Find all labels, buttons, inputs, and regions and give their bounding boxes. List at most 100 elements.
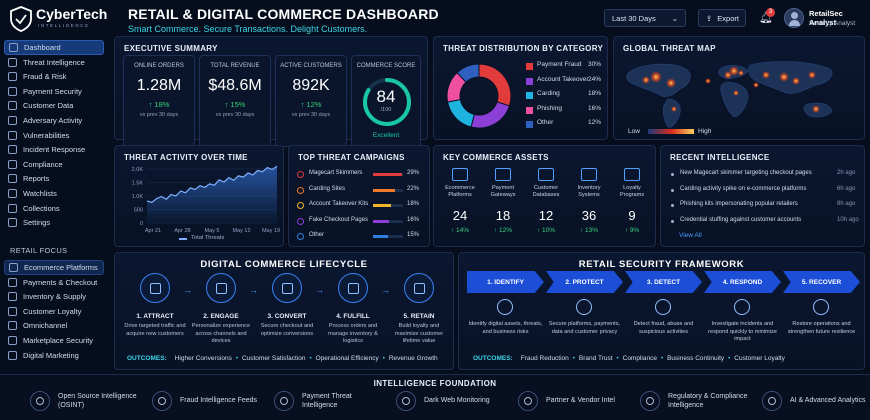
separator-icon: • bbox=[660, 356, 664, 362]
sidebar-item-dashboard[interactable]: Dashboard bbox=[4, 40, 104, 55]
campaign-icon bbox=[297, 202, 304, 209]
chevron-down-icon: ⌄ bbox=[671, 13, 678, 23]
sidebar-item-adversary-activity[interactable]: Adversary Activity bbox=[4, 113, 104, 128]
separator-icon: • bbox=[572, 356, 575, 362]
panel-title: THREAT ACTIVITY OVER TIME bbox=[124, 153, 248, 162]
sidebar-item-payment-security[interactable]: Payment Security bbox=[4, 84, 104, 99]
threat-hotspot bbox=[762, 71, 770, 79]
score-label: COMMERCE SCORE bbox=[356, 63, 416, 69]
campaign-label: Account Takeover Kits bbox=[309, 201, 369, 207]
donut-slice-account-takeover bbox=[470, 101, 511, 129]
step-glyph bbox=[149, 282, 161, 294]
step-desc: Detect fraud, abuse and suspicious activ… bbox=[633, 321, 694, 335]
sidebar-item-label: Collections bbox=[23, 203, 60, 213]
foundation-label: Dark Web Monitoring bbox=[424, 397, 490, 405]
step-title: 5. RETAIN bbox=[403, 313, 435, 320]
sidebar-item-compliance[interactable]: Compliance bbox=[4, 157, 104, 172]
asset-value: 12 bbox=[538, 208, 554, 223]
brand-logo[interactable]: CyberTech INTELLIGENCE bbox=[8, 5, 108, 35]
intel-item[interactable]: Credential stuffing against customer acc… bbox=[669, 217, 859, 229]
panel-title: THREAT DISTRIBUTION BY CATEGORY bbox=[443, 44, 604, 53]
continent-3 bbox=[720, 82, 749, 118]
brain-icon bbox=[762, 391, 782, 411]
view-all-link[interactable]: View All bbox=[679, 232, 702, 239]
threat-hotspot bbox=[642, 76, 650, 84]
legend-label: Carding bbox=[537, 90, 560, 97]
campaign-pct: 22% bbox=[407, 185, 420, 192]
asset-card[interactable]: Payment Gateways 18 ↑ 12% bbox=[483, 166, 523, 242]
retail-item-inventory-supply[interactable]: Inventory & Supply bbox=[4, 289, 104, 304]
intel-item[interactable]: New Magecart skimmer targeting checkout … bbox=[669, 170, 859, 182]
lifecycle-step: 4. FULFILL Process orders and manage inve… bbox=[321, 273, 385, 346]
step-title: 3. CONVERT bbox=[267, 313, 307, 320]
brand-name: CyberTech bbox=[36, 6, 108, 22]
retail-item-marketplace-security[interactable]: Marketplace Security bbox=[4, 333, 104, 348]
threat-hotspot bbox=[666, 78, 676, 88]
score-gauge bbox=[363, 78, 411, 126]
asset-card[interactable]: Customer Databases 12 ↑ 10% bbox=[526, 166, 566, 242]
folder-icon bbox=[8, 203, 17, 213]
date-range-select[interactable]: Last 30 Days ⌄ bbox=[604, 9, 686, 27]
retail-item-digital-marketing[interactable]: Digital Marketing bbox=[4, 348, 104, 363]
intel-text: Carding activity spike on e-commerce pla… bbox=[680, 185, 807, 192]
foundation-item[interactable]: Regulatory & Compliance Intelligence bbox=[640, 386, 748, 416]
foundation-item[interactable]: AI & Advanced Analytics bbox=[762, 386, 870, 416]
campaign-icon bbox=[297, 233, 304, 240]
foundation-item[interactable]: Dark Web Monitoring bbox=[396, 386, 504, 416]
notification-badge: 3 bbox=[766, 8, 775, 17]
foundation-item[interactable]: Open Source Intelligence (OSINT) bbox=[30, 386, 138, 416]
distribution-donut bbox=[446, 63, 512, 129]
asset-change: ↑ 13% bbox=[579, 227, 599, 234]
asset-card[interactable]: Inventory Systems 36 ↑ 13% bbox=[569, 166, 609, 242]
step-chevron: 1. IDENTIFY bbox=[467, 271, 544, 293]
notification-button[interactable]: 🔔︎ 3 bbox=[757, 8, 775, 28]
kpi-change: ↑ 12% bbox=[300, 100, 322, 109]
kpi-value: 892K bbox=[292, 77, 330, 94]
sidebar-item-fraud-risk[interactable]: Fraud & Risk bbox=[4, 69, 104, 84]
sidebar-item-collections[interactable]: Collections bbox=[4, 201, 104, 216]
kpi-change: ↑ 15% bbox=[224, 100, 246, 109]
foundation-item[interactable]: Payment Threat Intelligence bbox=[274, 386, 382, 416]
asset-value: 24 bbox=[452, 208, 468, 223]
box-icon bbox=[581, 168, 597, 181]
continent-4 bbox=[748, 61, 833, 94]
pointer-icon bbox=[206, 273, 236, 303]
retail-item-customer-loyalty[interactable]: Customer Loyalty bbox=[4, 304, 104, 319]
legend-pct: 30% bbox=[588, 61, 602, 68]
user-name[interactable]: RetailSec Analyst bbox=[809, 9, 843, 27]
intel-item[interactable]: Phishing kits impersonating popular reta… bbox=[669, 201, 859, 213]
sidebar: Dashboard Threat Intelligence Fraud & Risk… bbox=[0, 36, 110, 366]
glyph bbox=[402, 397, 410, 405]
intel-item[interactable]: Carding activity spike on e-commerce pla… bbox=[669, 186, 859, 198]
sidebar-item-reports[interactable]: Reports bbox=[4, 171, 104, 186]
retail-item-ecommerce-platforms[interactable]: Ecommerce Platforms bbox=[4, 260, 104, 275]
export-button[interactable]: ⇪ Export bbox=[698, 9, 746, 27]
sidebar-item-watchlists[interactable]: Watchlists bbox=[4, 186, 104, 201]
sidebar-item-threat-intelligence[interactable]: Threat Intelligence bbox=[4, 55, 104, 70]
sidebar-item-settings[interactable]: Settings bbox=[4, 215, 104, 230]
campaign-label: Carding Sites bbox=[309, 185, 346, 192]
retail-item-omnichannel[interactable]: Omnichannel bbox=[4, 318, 104, 333]
y-tick-label: 1.5K bbox=[132, 181, 144, 187]
global-threat-map-panel: GLOBAL THREAT MAP Low High bbox=[613, 36, 865, 140]
foundation-item[interactable]: Partner & Vendor Intel bbox=[518, 386, 626, 416]
asset-card[interactable]: Loyalty Programs 9 ↑ 9% bbox=[612, 166, 652, 242]
threat-hotspot bbox=[650, 71, 662, 83]
kpi-label: TOTAL REVENUE bbox=[210, 63, 260, 69]
asset-card[interactable]: Ecommerce Platforms 24 ↑ 14% bbox=[440, 166, 480, 242]
megaphone-icon bbox=[8, 350, 17, 360]
retail-item-label: Ecommerce Platforms bbox=[24, 263, 98, 272]
outcomes-row: OUTCOMES: Fraud Reduction • Brand Trust • Com… bbox=[473, 353, 863, 365]
retail-item-payments-checkout[interactable]: Payments & Checkout bbox=[4, 275, 104, 290]
sidebar-item-customer-data[interactable]: Customer Data bbox=[4, 98, 104, 113]
foundation-item[interactable]: Fraud Intelligence Feeds bbox=[152, 386, 260, 416]
avatar[interactable] bbox=[784, 8, 804, 28]
glyph bbox=[158, 397, 166, 405]
kpi-value: $48.6M bbox=[208, 77, 262, 94]
step-desc: Investigate incidents and respond quickl… bbox=[708, 321, 777, 343]
box-icon bbox=[338, 273, 368, 303]
step-title: 3. DETECT bbox=[646, 278, 681, 286]
asset-change: ↑ 12% bbox=[493, 227, 513, 234]
sidebar-item-incident-response[interactable]: Incident Response bbox=[4, 142, 104, 157]
sidebar-item-vulnerabilities[interactable]: Vulnerabilities bbox=[4, 128, 104, 143]
